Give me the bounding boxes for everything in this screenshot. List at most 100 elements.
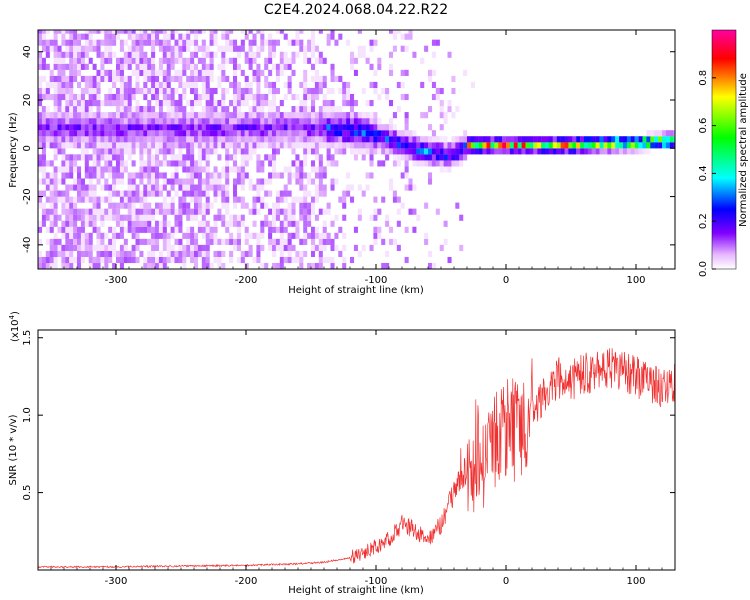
colorbar-gradient: [711, 29, 737, 270]
heatmap-signal-cell: [673, 136, 675, 143]
heatmap-signal-cell: [57, 142, 62, 149]
heatmap-signal-cell: [311, 118, 316, 125]
heatmap-noise-cell: [229, 256, 234, 264]
heatmap-noise-cell: [158, 81, 163, 89]
heatmap-noise-cell: [295, 226, 300, 233]
heatmap-noise-cell: [318, 160, 323, 167]
heatmap-signal-cell: [229, 142, 234, 149]
heatmap-noise-cell: [260, 232, 265, 239]
heatmap-noise-cell: [73, 244, 78, 251]
heatmap-noise-cell: [158, 172, 163, 179]
heatmap-noise-cell: [272, 202, 277, 209]
heatmap-noise-cell: [158, 100, 163, 107]
heatmap-signal-cell: [170, 112, 175, 119]
heatmap-signal-cell: [342, 136, 347, 143]
heatmap-noise-cell: [186, 226, 191, 233]
heatmap-noise-cell: [112, 93, 117, 101]
heatmap-signal-cell: [373, 136, 378, 143]
heatmap-noise-cell: [61, 63, 66, 70]
heatmap-noise-cell: [283, 190, 288, 197]
heatmap-noise-cell: [303, 184, 308, 191]
heatmap-noise-cell: [143, 208, 148, 215]
heatmap-noise-cell: [53, 93, 58, 101]
heatmap-noise-cell: [143, 184, 148, 191]
heatmap-noise-cell: [131, 172, 136, 179]
heatmap-signal-cell: [194, 112, 199, 119]
heatmap-noise-cell: [96, 256, 101, 264]
heatmap-signal-cell: [268, 118, 273, 125]
heatmap-signal-cell: [170, 118, 175, 125]
heatmap-noise-cell: [170, 100, 175, 107]
heatmap-noise-cell: [256, 190, 261, 197]
heatmap-noise-cell: [268, 87, 273, 95]
heatmap-signal-cell: [400, 130, 405, 137]
heatmap-noise-cell: [268, 190, 273, 197]
heatmap-signal-cell: [389, 136, 394, 143]
heatmap-signal-cell: [599, 148, 604, 155]
heatmap-noise-cell: [143, 166, 148, 173]
heatmap-noise-cell: [108, 238, 113, 245]
heatmap-noise-cell: [182, 232, 187, 239]
heatmap-signal-cell: [65, 130, 70, 137]
heatmap-signal-cell: [365, 136, 370, 143]
heatmap-noise-cell: [151, 160, 156, 167]
heatmap-noise-cell: [166, 45, 171, 52]
heatmap-signal-cell: [275, 136, 280, 143]
heatmap-noise-cell: [88, 166, 93, 173]
heatmap-signal-cell: [295, 124, 300, 131]
heatmap-noise-cell: [182, 250, 187, 258]
heatmap-noise-cell: [287, 244, 292, 251]
heatmap-noise-cell: [166, 51, 171, 58]
heatmap-noise-cell: [123, 196, 128, 203]
heatmap-noise-cell: [80, 51, 85, 58]
heatmap-noise-cell: [392, 45, 397, 52]
heatmap-signal-cell: [525, 148, 530, 155]
heatmap-noise-cell: [221, 93, 226, 101]
heatmap-noise-cell: [88, 190, 93, 197]
heatmap-noise-cell: [162, 51, 167, 58]
heatmap-noise-cell: [100, 220, 105, 227]
heatmap-signal-cell: [580, 148, 585, 155]
heatmap-signal-cell: [236, 130, 241, 137]
heatmap-noise-cell: [139, 196, 144, 203]
heatmap-signal-cell: [638, 136, 643, 143]
heatmap-noise-cell: [256, 69, 261, 76]
heatmap-noise-cell: [57, 81, 62, 89]
heatmap-noise-cell: [252, 202, 257, 209]
heatmap-noise-cell: [213, 190, 218, 197]
heatmap-signal-cell: [545, 142, 550, 149]
heatmap-noise-cell: [275, 202, 280, 209]
heatmap-noise-cell: [373, 196, 378, 203]
heatmap-noise-cell: [123, 214, 128, 221]
heatmap-noise-cell: [84, 172, 89, 179]
heatmap-signal-cell: [338, 136, 343, 143]
heatmap-noise-cell: [338, 75, 343, 82]
heatmap-signal-cell: [272, 142, 277, 149]
heatmap-noise-cell: [84, 75, 89, 82]
heatmap-noise-cell: [275, 87, 280, 95]
heatmap-noise-cell: [100, 172, 105, 179]
heatmap-noise-cell: [65, 244, 70, 251]
heatmap-noise-cell: [116, 172, 121, 179]
heatmap-noise-cell: [424, 232, 429, 239]
heatmap-signal-cell: [61, 112, 66, 119]
heatmap-signal-cell: [459, 148, 464, 155]
heatmap-noise-cell: [41, 220, 46, 227]
heatmap-noise-cell: [162, 69, 167, 76]
heatmap-noise-cell: [272, 172, 277, 179]
heatmap-noise-cell: [311, 87, 316, 95]
heatmap-signal-cell: [221, 136, 226, 143]
heatmap-noise-cell: [112, 39, 117, 46]
heatmap-noise-cell: [123, 160, 128, 167]
heatmap-noise-cell: [53, 208, 58, 215]
heatmap-signal-cell: [307, 124, 312, 131]
heatmap-noise-cell: [73, 256, 78, 264]
heatmap-noise-cell: [119, 39, 124, 46]
heatmap-noise-cell: [229, 30, 234, 34]
heatmap-noise-cell: [155, 226, 160, 233]
heatmap-noise-cell: [100, 238, 105, 245]
heatmap-signal-cell: [342, 130, 347, 137]
heatmap-signal-cell: [170, 106, 175, 113]
heatmap-noise-cell: [439, 112, 444, 119]
